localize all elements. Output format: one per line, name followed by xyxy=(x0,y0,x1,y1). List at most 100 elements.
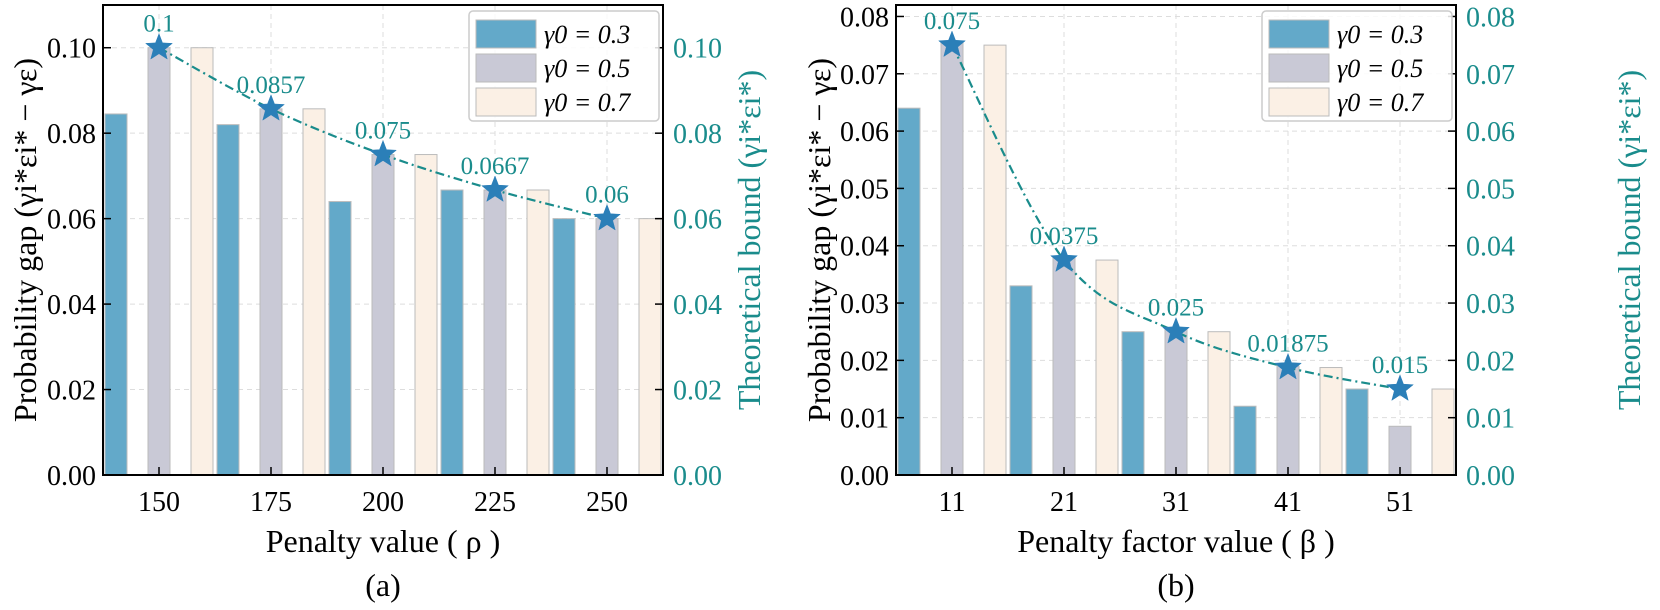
bar-a-s2-c2 xyxy=(414,154,438,476)
bound-star-b-4 xyxy=(1386,374,1414,401)
bar-a-s2-c0 xyxy=(190,47,214,476)
y2-tick-label: 0.08 xyxy=(1466,2,1515,33)
bar-b-s2-c0 xyxy=(983,44,1007,476)
y2-tick-label: 0.10 xyxy=(673,34,722,65)
x-tick-label: 21 xyxy=(1050,487,1078,518)
bound-value-label: 0.1 xyxy=(143,11,174,38)
bar-a-s1-c2 xyxy=(371,154,395,476)
y-tick-label: 0.08 xyxy=(47,119,96,150)
y-tick-label: 0.02 xyxy=(840,346,889,377)
bound-value-label: 0.075 xyxy=(924,8,980,35)
bound-star-a-1 xyxy=(257,94,285,121)
y-tick-label: 0.08 xyxy=(840,2,889,33)
y2-tick-label: 0.00 xyxy=(673,461,722,492)
y-tick-label: 0.04 xyxy=(47,290,96,321)
y2-axis-title-b: Theoretical bound (γi*εi*) xyxy=(1611,70,1647,410)
y-tick-label: 0.01 xyxy=(840,404,889,435)
bound-value-label: 0.01875 xyxy=(1247,331,1328,358)
y-tick-label: 0.07 xyxy=(840,60,889,91)
legend-label-a-1: γ0 = 0.5 xyxy=(544,54,630,83)
y-tick-label: 0.03 xyxy=(840,289,889,320)
bar-a-s1-c1 xyxy=(259,108,283,476)
bound-star-b-3 xyxy=(1274,352,1302,380)
y-axis-title-a: Probability gap (γi*εi* − γε) xyxy=(7,58,43,422)
bar-a-s2-c4 xyxy=(638,218,662,476)
ticks-b: 0.00 0.00 0.01 0.01 0.02 0.02 0.03 0.03 0.04 0.04… xyxy=(840,2,1515,518)
bar-a-s2-c3 xyxy=(526,189,550,476)
legend-swatch-b-2 xyxy=(1268,87,1330,117)
bar-a-s1-c3 xyxy=(483,189,507,476)
bar-b-s0-c2 xyxy=(1121,331,1145,476)
y2-tick-label: 0.04 xyxy=(1466,232,1515,263)
y2-tick-label: 0.00 xyxy=(1466,461,1515,492)
bar-a-s1-c0 xyxy=(147,47,171,476)
bar-b-s1-c1 xyxy=(1052,256,1076,476)
bars-a xyxy=(104,47,662,476)
bound-value-label: 0.015 xyxy=(1372,352,1428,379)
bar-b-s0-c0 xyxy=(897,107,921,476)
bound-star-a-4 xyxy=(593,203,621,231)
bound-value-label: 0.075 xyxy=(355,118,411,145)
y-tick-label: 0.04 xyxy=(840,232,889,263)
bar-b-s2-c3 xyxy=(1319,367,1343,476)
y2-tick-label: 0.01 xyxy=(1466,404,1515,435)
y-axis-title-b: Probability gap (γi*εi* − γε) xyxy=(801,58,837,422)
y-tick-label: 0.00 xyxy=(840,461,889,492)
caption-b: (b) xyxy=(1157,567,1194,603)
bar-a-s1-c4 xyxy=(595,218,619,476)
bound-curve-a: 0.1 0.0857 0.075 0.0667 0.06 xyxy=(143,11,629,231)
bound-star-a-2 xyxy=(369,139,397,167)
y2-tick-label: 0.03 xyxy=(1466,289,1515,320)
caption-a: (a) xyxy=(365,567,401,603)
bound-curve-b: 0.075 0.0375 0.025 0.01875 0.015 xyxy=(924,8,1428,401)
bar-a-s0-c4 xyxy=(552,218,576,476)
y-tick-label: 0.06 xyxy=(47,205,96,236)
bound-value-label: 0.0667 xyxy=(461,153,530,180)
y-tick-label: 0.10 xyxy=(47,34,96,65)
bound-line-b xyxy=(951,44,1401,391)
x-axis-title-a: Penalty value ( ρ ) xyxy=(266,523,501,559)
bars-b xyxy=(897,41,1455,476)
x-tick-label: 51 xyxy=(1386,487,1414,518)
bar-a-s0-c2 xyxy=(328,201,352,476)
legend-swatch-a-2 xyxy=(475,87,537,117)
bound-value-label: 0.0857 xyxy=(237,72,306,99)
legend-swatch-b-1 xyxy=(1268,53,1330,83)
bar-b-s2-c4 xyxy=(1431,388,1455,476)
bound-value-label: 0.06 xyxy=(585,182,629,209)
y-tick-label: 0.00 xyxy=(47,461,96,492)
y2-axis-title-a: Theoretical bound (γi*εi*) xyxy=(731,70,767,410)
legend-swatch-a-1 xyxy=(475,53,537,83)
y2-tick-label: 0.07 xyxy=(1466,60,1515,91)
y2-tick-label: 0.02 xyxy=(1466,346,1515,377)
x-tick-label: 150 xyxy=(138,487,180,518)
y-tick-label: 0.05 xyxy=(840,174,889,205)
legend-b: γ0 = 0.3 γ0 = 0.5 γ0 = 0.7 xyxy=(1261,10,1453,122)
y-tick-label: 0.06 xyxy=(840,117,889,148)
legend-swatch-b-0 xyxy=(1268,19,1330,49)
legend-a: γ0 = 0.3 γ0 = 0.5 γ0 = 0.7 xyxy=(468,10,660,122)
x-tick-label: 11 xyxy=(939,487,966,518)
bar-b-s1-c3 xyxy=(1276,365,1300,476)
bar-a-s0-c0 xyxy=(104,113,128,476)
legend-label-b-0: γ0 = 0.3 xyxy=(1337,20,1423,49)
bound-star-b-1 xyxy=(1050,245,1078,272)
ticks-a: 0.00 0.00 0.02 0.02 0.04 0.04 0.06 0.06 0.08 0.08… xyxy=(47,34,722,518)
bar-a-s0-c3 xyxy=(440,189,464,476)
y2-tick-label: 0.04 xyxy=(673,290,722,321)
y2-tick-label: 0.06 xyxy=(1466,117,1515,148)
y2-tick-label: 0.06 xyxy=(673,205,722,236)
x-tick-label: 200 xyxy=(362,487,404,518)
x-tick-label: 31 xyxy=(1162,487,1190,518)
x-tick-label: 41 xyxy=(1274,487,1302,518)
bound-value-label: 0.0375 xyxy=(1030,223,1099,250)
bar-b-s0-c4 xyxy=(1345,388,1369,476)
bar-b-s1-c2 xyxy=(1164,328,1188,476)
legend-label-b-2: γ0 = 0.7 xyxy=(1337,88,1424,117)
legend-label-b-1: γ0 = 0.5 xyxy=(1337,54,1423,83)
bound-star-b-0 xyxy=(938,30,966,58)
bar-b-s2-c1 xyxy=(1095,259,1119,476)
